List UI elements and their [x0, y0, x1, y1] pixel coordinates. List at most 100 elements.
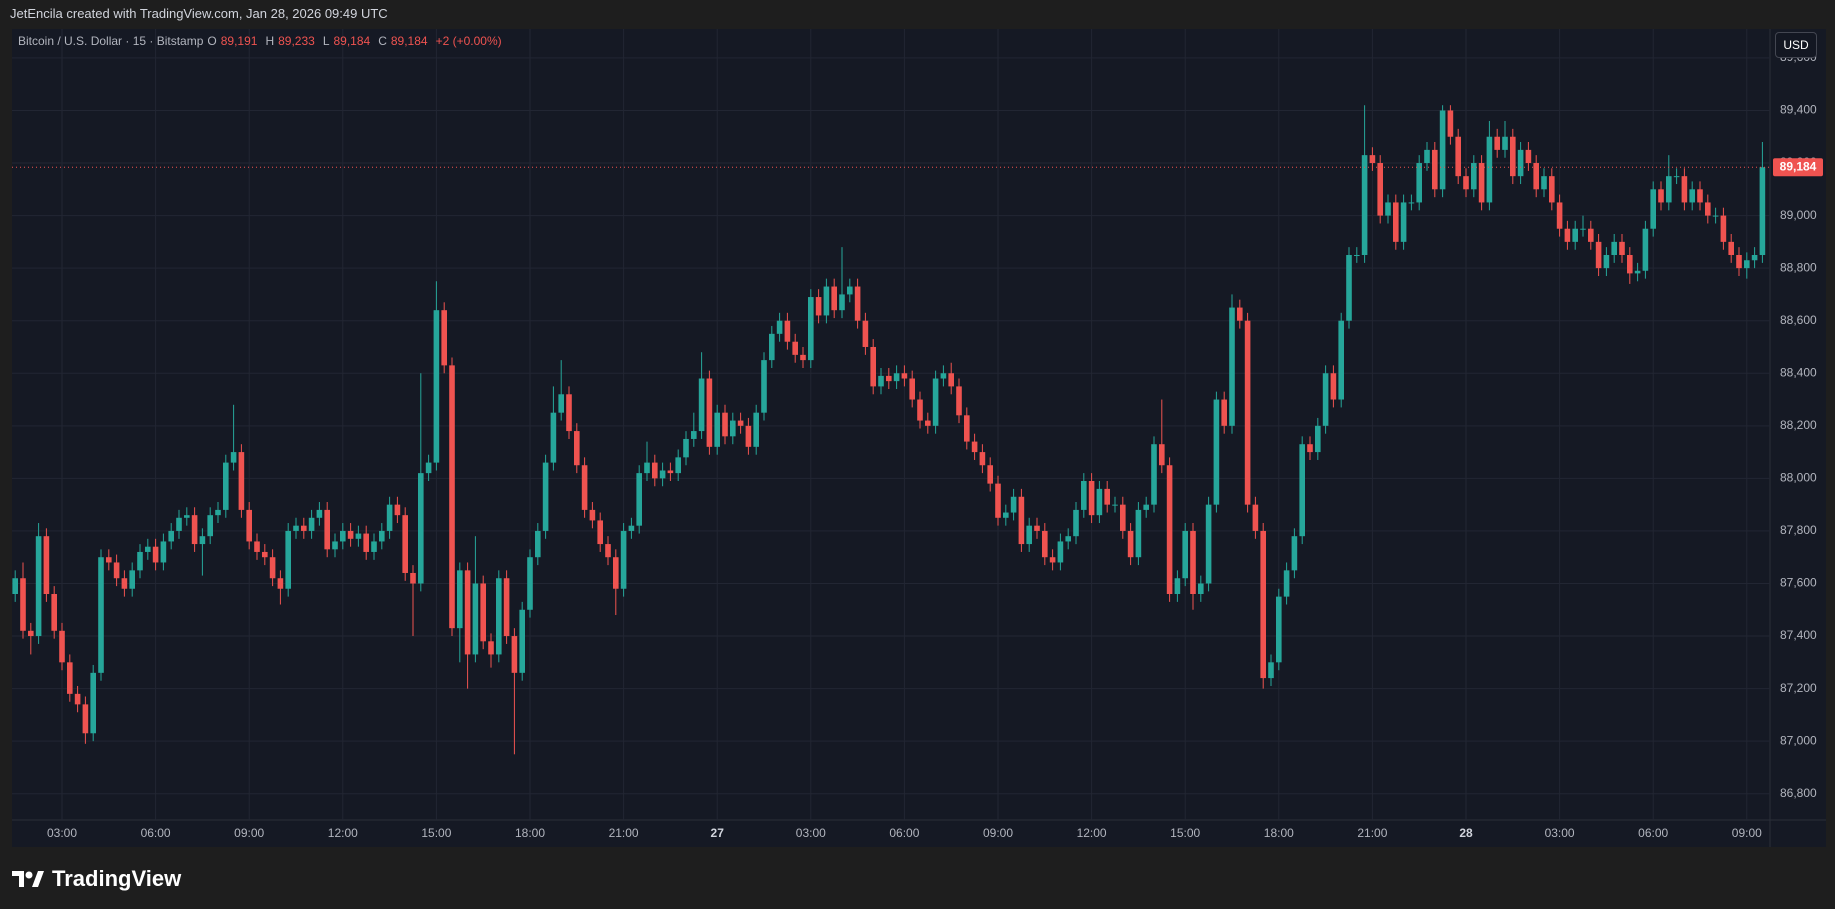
- candle-body: [1213, 399, 1220, 505]
- y-tick-label: 88,200: [1780, 418, 1817, 432]
- candle-body: [43, 536, 50, 594]
- candle-body: [784, 320, 791, 342]
- candle-body: [464, 570, 471, 655]
- candle-body: [706, 378, 713, 447]
- candle-body: [1112, 504, 1118, 506]
- candle-body: [386, 504, 393, 531]
- l-key: L: [322, 34, 330, 48]
- candle-body: [379, 530, 385, 542]
- currency-button[interactable]: USD: [1775, 32, 1817, 58]
- candle-body: [67, 662, 73, 694]
- candle-body: [1424, 149, 1430, 164]
- candle-body: [1361, 155, 1368, 255]
- candle-body: [121, 578, 128, 589]
- x-tick-label: 12:00: [1077, 826, 1107, 840]
- y-tick-label: 87,200: [1780, 681, 1817, 695]
- h-key: H: [265, 34, 275, 48]
- candle-body: [722, 412, 728, 437]
- candle-body: [1673, 176, 1680, 178]
- candle-body: [293, 525, 299, 531]
- candle-body: [74, 693, 81, 705]
- x-tick-label: 03:00: [796, 826, 826, 840]
- candle-body: [1127, 530, 1134, 558]
- candle-body: [1650, 189, 1656, 229]
- candle-body: [308, 517, 315, 531]
- candle-body: [1603, 255, 1610, 269]
- candle-body: [987, 465, 993, 484]
- candle-body: [675, 457, 681, 474]
- candle-body: [1611, 241, 1617, 255]
- candle-body: [1471, 163, 1477, 190]
- chart-background: [12, 29, 1826, 847]
- candle-body: [847, 286, 853, 295]
- candle-body: [1174, 578, 1181, 594]
- candle-body: [1315, 425, 1321, 453]
- candle-body: [691, 431, 697, 439]
- candle-body: [168, 530, 174, 542]
- candle-body: [1338, 320, 1344, 400]
- candle-body: [1689, 189, 1695, 203]
- chart: 03:00 06:00 09:00 12:00 15:00 18:00 21:00 27 03:…: [12, 29, 1826, 847]
- candle-body: [1065, 536, 1071, 542]
- candle-body: [90, 672, 96, 734]
- candle-body: [823, 286, 830, 316]
- candle-body: [199, 536, 206, 545]
- candle-body: [152, 546, 159, 563]
- y-tick-label: 87,000: [1780, 733, 1817, 747]
- candle-body: [59, 630, 65, 663]
- candle-body: [1572, 228, 1578, 242]
- y-tick-label: 88,800: [1780, 260, 1817, 274]
- candle-body: [667, 470, 674, 474]
- last-price-label: 89,184: [1780, 159, 1817, 173]
- y-tick-label: 88,400: [1780, 365, 1817, 379]
- x-tick-label: 06:00: [889, 826, 919, 840]
- candle-body: [1666, 176, 1672, 203]
- candle-body: [535, 530, 541, 558]
- candle-body: [862, 320, 869, 347]
- candle-body: [113, 562, 120, 579]
- candle-body: [1697, 189, 1703, 203]
- candle-body: [1595, 241, 1602, 269]
- candle-body: [1299, 444, 1305, 537]
- candle-body: [792, 341, 798, 355]
- candle-body: [137, 551, 143, 571]
- candle-body: [277, 578, 284, 589]
- x-tick-label: 03:00: [1545, 826, 1575, 840]
- candle-body: [1120, 504, 1126, 531]
- candle-body: [1549, 176, 1555, 203]
- x-tick-label: 09:00: [1732, 826, 1762, 840]
- candle-body: [1634, 270, 1641, 274]
- candle-body: [1681, 176, 1688, 203]
- candle-body: [878, 375, 884, 387]
- candle-body: [1439, 110, 1446, 190]
- candle-body: [1237, 307, 1243, 321]
- candle-body: [893, 373, 900, 382]
- candle-body: [1619, 241, 1625, 255]
- candle-body: [230, 452, 237, 463]
- candle-body: [1081, 481, 1087, 510]
- y-tick-label: 86,800: [1780, 786, 1817, 800]
- candle-body: [1510, 136, 1516, 177]
- candle-body: [441, 310, 447, 366]
- candle-body: [1408, 202, 1415, 204]
- candle-body: [1190, 530, 1196, 594]
- candle-body: [340, 530, 346, 542]
- candle-body: [28, 630, 34, 637]
- y-tick-label: 88,000: [1780, 471, 1817, 485]
- candle-body: [1720, 215, 1727, 242]
- candle-body: [35, 536, 42, 637]
- candle-body: [207, 515, 213, 537]
- candle-body: [394, 504, 401, 516]
- candle-body: [301, 525, 307, 531]
- candle-body: [613, 557, 619, 589]
- candle-body: [605, 544, 611, 558]
- candle-body: [1276, 596, 1282, 663]
- candle-body: [1229, 307, 1235, 426]
- candle-body: [1463, 176, 1469, 190]
- y-tick-label: 88,600: [1780, 313, 1817, 327]
- candle-body: [1182, 530, 1188, 579]
- x-tick-label: 18:00: [515, 826, 545, 840]
- candle-body: [1330, 373, 1337, 400]
- candle-body: [285, 530, 291, 589]
